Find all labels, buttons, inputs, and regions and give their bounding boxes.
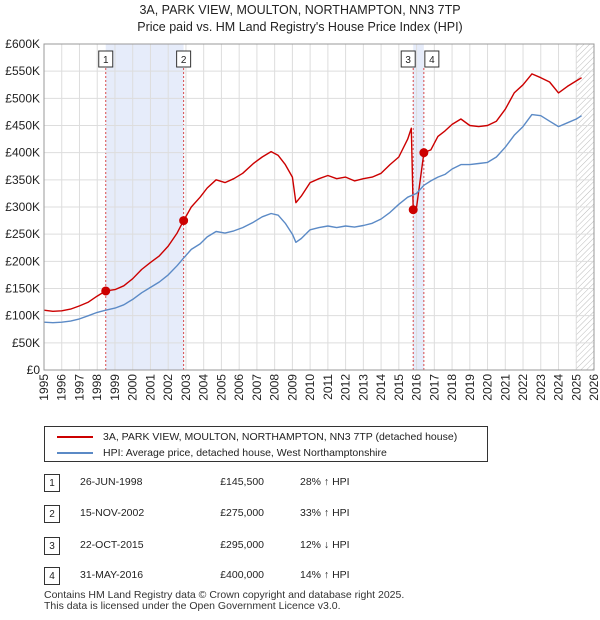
sale-box-label: 2 [181,55,187,66]
x-tick-label: 1999 [108,374,122,401]
y-tick-label: £550K [5,64,40,78]
y-tick-label: £0 [27,363,41,377]
x-tick-label: 2017 [427,374,441,401]
y-tick-label: £300K [5,200,40,214]
x-tick-label: 2012 [339,374,353,401]
y-tick-label: £100K [5,309,40,323]
x-tick-label: 2023 [534,374,548,401]
x-tick-label: 2005 [214,374,228,401]
legend-label-property: 3A, PARK VIEW, MOULTON, NORTHAMPTON, NN3… [103,431,458,443]
x-tick-label: 2024 [552,374,566,401]
x-tick-label: 2003 [179,374,193,401]
sale-row: 4 31-MAY-2016 £400,000 14% ↑ HPI [44,567,584,585]
y-tick-label: £150K [5,282,40,296]
x-tick-label: 2009 [285,374,299,401]
x-tick-label: 2002 [161,374,175,401]
sale-box-label: 1 [103,55,109,66]
x-tick-label: 1998 [90,374,104,401]
x-tick-label: 2007 [250,374,264,401]
property-price-line [43,73,582,312]
x-tick-label: 2016 [410,374,424,401]
x-tick-label: 2022 [516,374,530,401]
sale-number-badge: 1 [44,474,60,492]
y-tick-label: £400K [5,146,40,160]
y-tick-label: £450K [5,119,40,133]
footer: Contains HM Land Registry data © Crown c… [44,590,404,612]
x-tick-label: 2019 [463,374,477,401]
chart-subtitle: Price paid vs. HM Land Registry's House … [137,20,463,34]
sale-marker [419,148,429,158]
x-tick-label: 2006 [232,374,246,401]
sale-price: £295,000 [220,539,264,551]
legend-label-hpi: HPI: Average price, detached house, West… [103,447,387,459]
x-tick-label: 2013 [356,374,370,401]
x-tick-label: 2018 [445,374,459,401]
legend-item-property: 3A, PARK VIEW, MOULTON, NORTHAMPTON, NN3… [57,429,457,445]
x-tick-label: 1995 [37,374,51,401]
sale-date: 15-NOV-2002 [80,507,145,519]
sale-marker [408,205,418,215]
price-chart: 1 2 3 4 £0 £50K £100K £150K £200K £250K £300K £350… [5,37,600,401]
legend-item-hpi: HPI: Average price, detached house, West… [57,445,387,461]
sale-price: £400,000 [220,569,264,581]
sale-row: 2 15-NOV-2002 £275,000 33% ↑ HPI [44,505,584,523]
chart-title: 3A, PARK VIEW, MOULTON, NORTHAMPTON, NN3… [139,3,461,17]
sale-box [98,50,114,68]
x-tick-label: 2008 [268,374,282,401]
y-tick-label: £50K [12,336,40,350]
x-tick-label: 2011 [321,374,335,400]
x-tick-label: 2020 [481,374,495,401]
x-tick-label: 2000 [126,374,140,401]
sale-box [400,50,416,68]
legend-swatch-property [57,436,93,438]
x-tick-label: 1997 [72,374,86,401]
y-tick-label: £500K [5,91,40,105]
sale-date: 31-MAY-2016 [80,569,144,581]
legend: 3A, PARK VIEW, MOULTON, NORTHAMPTON, NN3… [44,426,488,462]
legend-swatch-hpi [57,452,93,454]
x-tick-label: 2004 [197,374,211,401]
sale-price: £145,500 [220,476,264,488]
sale-date: 22-OCT-2015 [80,539,144,551]
hpi-line [43,113,582,324]
sale-box-label: 3 [405,55,411,66]
sale-date: 26-JUN-1998 [80,476,143,488]
sale-row: 1 26-JUN-1998 £145,500 28% ↑ HPI [44,474,584,492]
sale-row: 3 22-OCT-2015 £295,000 12% ↓ HPI [44,537,584,555]
sale-box-label: 4 [429,55,435,66]
x-tick-label: 1996 [55,374,69,401]
y-tick-label: £200K [5,254,40,268]
plot-border [43,43,595,371]
x-tick-label: 2015 [392,374,406,401]
sale-hpi-change: 14% ↑ HPI [300,569,350,581]
sale-hpi-change: 12% ↓ HPI [300,539,350,551]
y-tick-label: £600K [5,37,40,51]
x-tick-label: 2014 [374,374,388,401]
sale-hpi-change: 33% ↑ HPI [300,507,350,519]
sale-marker [101,286,111,296]
x-tick-label: 2001 [143,374,157,401]
sale-number-badge: 4 [44,567,60,585]
sale-box [424,50,440,68]
footer-license: This data is licensed under the Open Gov… [44,600,341,612]
sale-hpi-change: 28% ↑ HPI [300,476,350,488]
y-tick-label: £250K [5,227,40,241]
x-tick-label: 2021 [498,374,512,401]
y-tick-label: £350K [5,173,40,187]
sale-box [176,50,192,68]
sale-number-badge: 3 [44,537,60,555]
sale-marker [179,216,189,226]
x-tick-label: 2026 [587,374,600,401]
footer-copyright: Contains HM Land Registry data © Crown c… [44,589,405,601]
sale-price: £275,000 [220,507,264,519]
sale-number-badge: 2 [44,505,60,523]
x-tick-label: 2025 [569,374,583,401]
x-tick-label: 2010 [303,374,317,401]
